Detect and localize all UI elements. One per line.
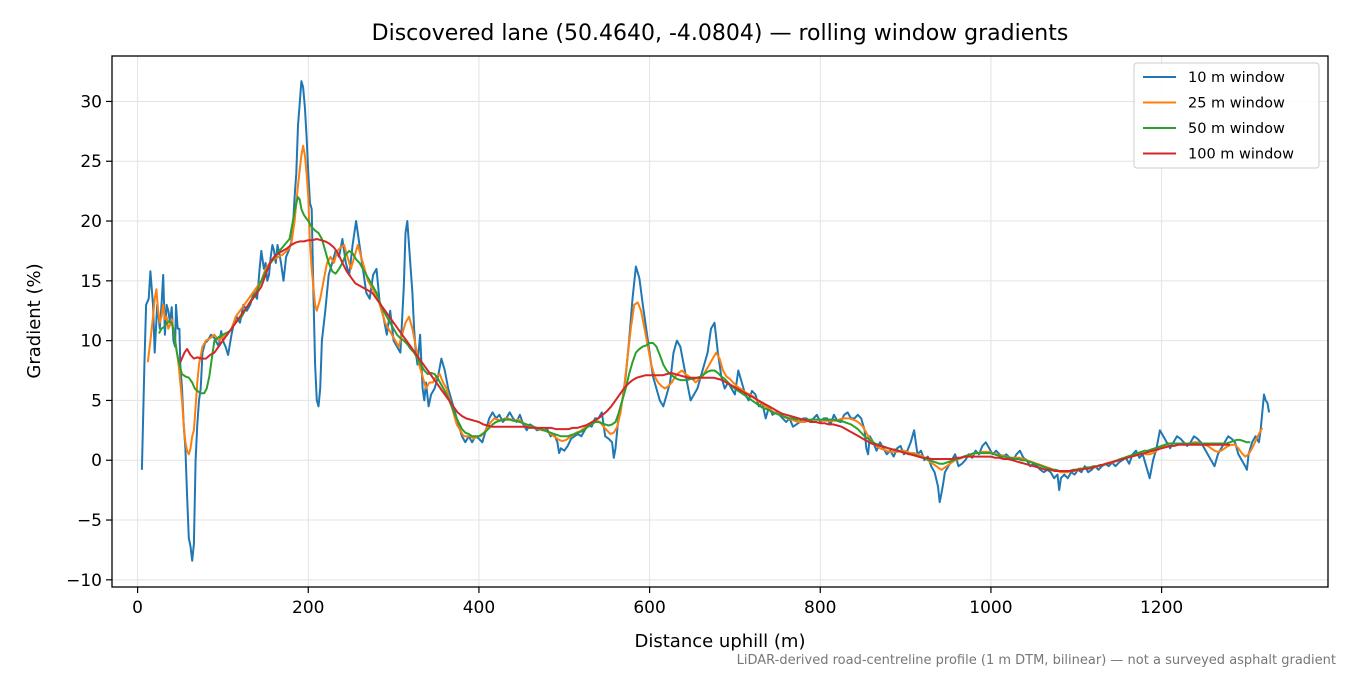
y-tick-label: 25 <box>80 152 102 172</box>
y-axis-ticks: −10 −5 0 5 10 15 20 25 30 <box>66 92 112 591</box>
y-tick-label: 30 <box>80 92 102 112</box>
legend-label-2: 25 m window <box>1188 96 1285 112</box>
legend-label-1: 10 m window <box>1188 70 1285 86</box>
x-axis-ticks: 0 200 400 600 800 1000 1200 <box>132 587 1183 618</box>
x-axis-label: Distance uphill (m) <box>635 631 806 652</box>
y-tick-label: −10 <box>66 571 102 591</box>
x-tick-label: 1200 <box>1140 598 1183 618</box>
legend-label-4: 100 m window <box>1188 147 1294 163</box>
x-tick-label: 400 <box>463 598 495 618</box>
y-axis-label: Gradient (%) <box>24 263 45 378</box>
plot-frame <box>111 55 1329 588</box>
x-tick-label: 200 <box>292 598 324 618</box>
footnote: LiDAR-derived road-centreline profile (1… <box>737 653 1336 668</box>
y-tick-label: 0 <box>91 451 102 471</box>
y-tick-label: −5 <box>77 511 102 531</box>
grid-lines <box>112 56 1328 587</box>
y-tick-label: 15 <box>80 272 102 292</box>
series-line-4 <box>179 238 1230 472</box>
x-tick-label: 800 <box>804 598 836 618</box>
y-tick-label: 10 <box>80 332 102 352</box>
x-tick-label: 600 <box>633 598 665 618</box>
legend-box <box>1133 62 1320 169</box>
y-tick-label: 20 <box>80 212 102 232</box>
legend-label-3: 50 m window <box>1188 121 1285 137</box>
legend: 10 m window 25 m window 50 m window 100 m w… <box>1133 62 1320 169</box>
x-tick-label: 1000 <box>969 598 1012 618</box>
chart-title: Discovered lane (50.4640, -4.0804) — rol… <box>372 21 1069 46</box>
y-tick-label: 5 <box>91 391 102 411</box>
x-tick-label: 0 <box>132 598 143 618</box>
series-layer <box>140 80 1271 562</box>
